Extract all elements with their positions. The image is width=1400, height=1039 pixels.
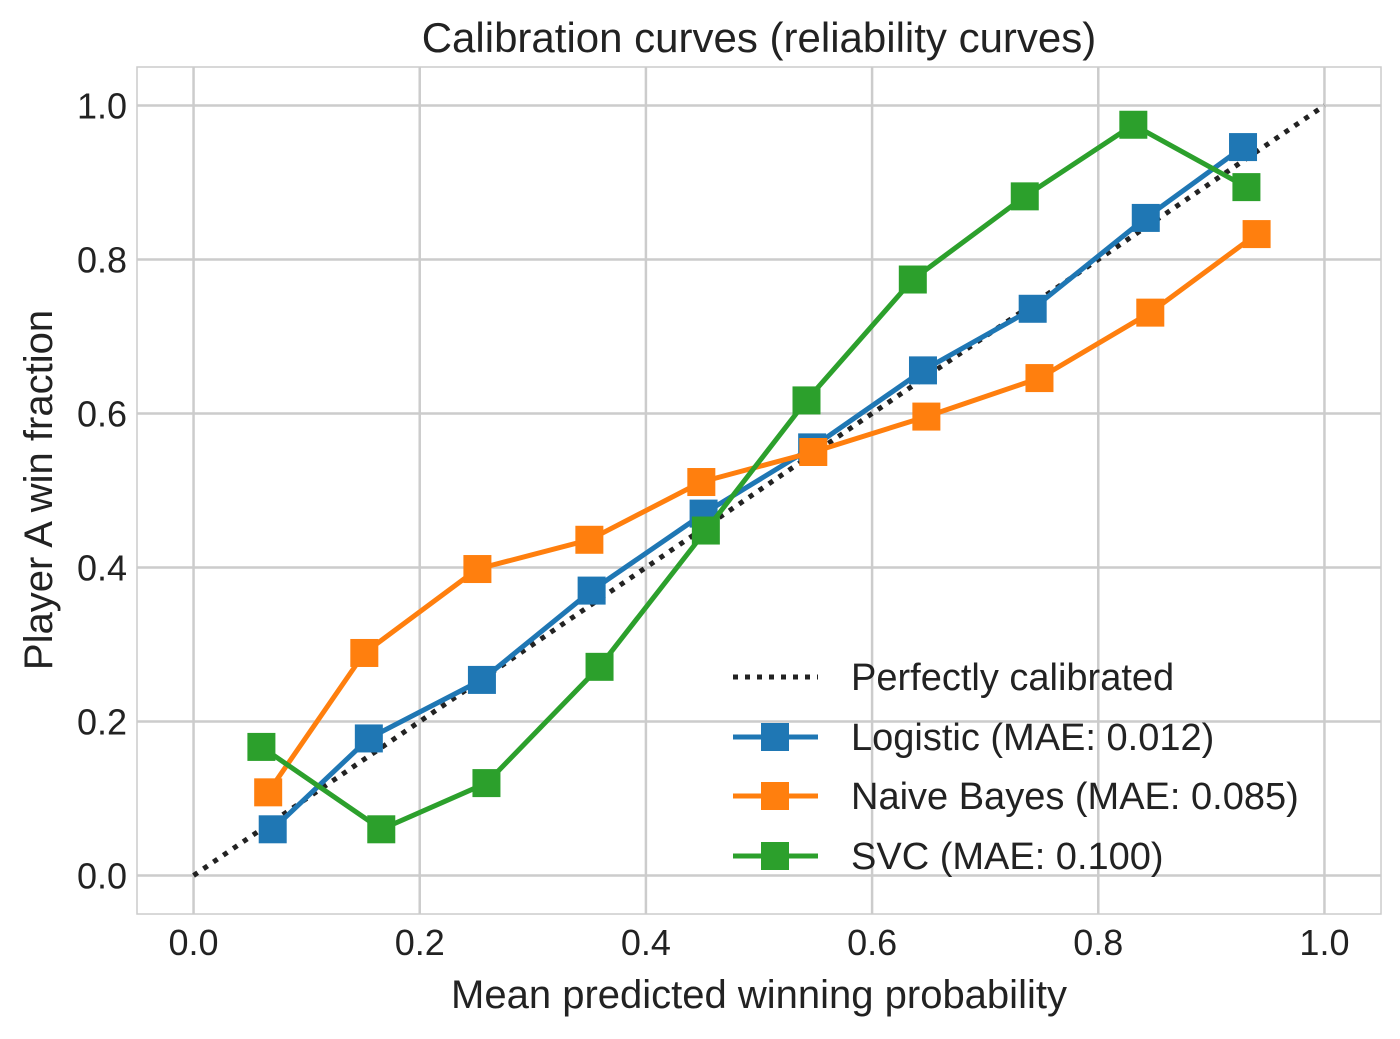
x-tick-label: 0.0 [169,922,219,963]
legend: Perfectly calibrated Logistic (MAE: 0.01… [733,657,1299,878]
x-tick-label: 1.0 [1299,922,1349,963]
data-point [912,402,941,431]
data-point [575,525,604,554]
grid [137,67,1381,914]
y-tick-label: 0.2 [77,702,127,743]
data-point [691,516,720,545]
data-point [792,386,821,415]
series-2 [247,110,1261,844]
data-point [463,555,492,584]
data-point [1119,110,1148,139]
data-point [908,356,937,385]
data-point [1242,220,1271,249]
data-point [799,438,828,466]
series-group [247,110,1271,844]
data-point [1010,182,1039,211]
data-point [354,724,383,753]
data-point [467,665,496,694]
x-axis-label: Mean predicted winning probability [451,973,1067,1017]
y-tick-label: 0.6 [77,394,127,435]
data-point [1131,203,1160,232]
chart-title: Calibration curves (reliability curves) [422,14,1097,61]
legend-reference-label: Perfectly calibrated [851,657,1174,699]
y-tick-label: 0.0 [77,856,127,897]
data-point [1136,298,1165,327]
series-line [270,145,1245,832]
y-axis-label: Player A win fraction [17,310,61,670]
x-tick-label: 0.4 [621,922,671,963]
data-point [1025,364,1054,393]
legend-naive-bayes-label: Naive Bayes (MAE: 0.085) [851,776,1299,818]
data-point [898,265,927,294]
y-tick-label: 0.8 [77,240,127,281]
data-point [1232,173,1261,202]
x-tick-label: 0.2 [395,922,445,963]
legend-logistic-label: Logistic (MAE: 0.012) [851,717,1214,759]
data-point [687,468,716,497]
tick-labels: 0.0 0.2 0.4 0.6 0.8 1.0 0.0 0.2 0.4 0.6 0.8 1.0 [77,86,1350,964]
data-point [1018,294,1047,323]
data-point [350,638,379,667]
legend-logistic-marker [761,723,789,751]
data-point [247,732,276,761]
legend-svc-marker [761,842,789,870]
data-point [585,652,614,681]
data-point [472,769,501,798]
x-tick-label: 0.8 [1073,922,1123,963]
data-point [1229,133,1258,162]
y-tick-label: 0.4 [77,548,127,589]
x-tick-label: 0.6 [847,922,897,963]
data-point [254,778,283,807]
data-point [367,815,396,844]
data-point [258,815,287,844]
y-tick-label: 1.0 [77,86,127,127]
legend-naive-bayes-marker [761,782,789,810]
series-line [259,122,1248,832]
legend-svc-label: SVC (MAE: 0.100) [851,836,1164,878]
data-point [577,576,606,605]
